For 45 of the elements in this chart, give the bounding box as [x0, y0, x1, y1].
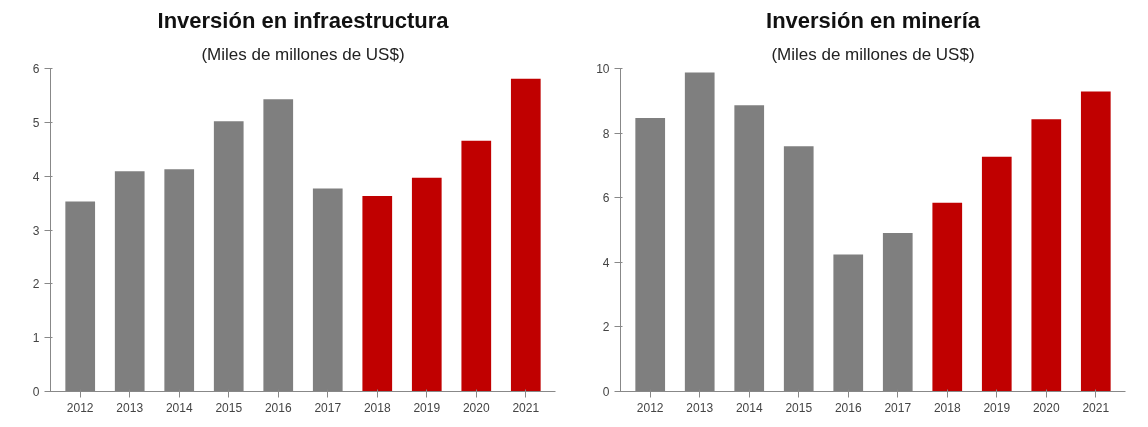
chart-subtitle: (Miles de millones de US$) — [201, 44, 405, 64]
y-tick-label: 8 — [602, 126, 610, 141]
x-tick-label: 2021 — [1082, 400, 1110, 415]
x-tick-label: 2014 — [735, 400, 763, 415]
y-tick-label: 0 — [32, 385, 40, 399]
x-tick-label: 2015 — [215, 400, 243, 415]
y-tick-label: 5 — [32, 115, 40, 130]
y-tick-label: 2 — [602, 320, 610, 335]
x-tick-label: 2015 — [785, 400, 813, 415]
x-tick-label: 2020 — [1032, 400, 1060, 415]
bar — [461, 140, 492, 392]
x-tick-label: 2019 — [413, 400, 441, 415]
bar — [981, 156, 1012, 392]
x-tick-label: 2013 — [686, 400, 714, 415]
x-tick-label: 2016 — [264, 400, 292, 415]
y-tick-label: 4 — [602, 255, 610, 270]
x-tick-label: 2012 — [66, 400, 94, 415]
y-tick-label: 10 — [596, 62, 610, 76]
x-tick-label: 2014 — [165, 400, 193, 415]
chart-subtitle: (Miles de millones de US$) — [771, 44, 975, 64]
x-tick-label: 2018 — [363, 400, 391, 415]
x-tick-label: 2020 — [462, 400, 490, 415]
x-tick-label: 2021 — [512, 400, 540, 415]
bar — [1031, 119, 1062, 392]
y-tick-label: 2 — [32, 277, 40, 292]
y-tick-label: 6 — [602, 191, 610, 206]
chart-title: Inversión en infraestructura — [157, 7, 450, 33]
bar — [362, 196, 393, 392]
x-tick-label: 2017 — [314, 400, 342, 415]
bar — [510, 78, 541, 392]
bar — [1080, 91, 1111, 392]
x-tick-label: 2016 — [834, 400, 862, 415]
bar — [932, 202, 963, 392]
y-tick-label: 1 — [32, 331, 40, 346]
x-tick-label: 2018 — [933, 400, 961, 415]
chart-title: Inversión en minería — [766, 7, 981, 33]
y-tick-label: 0 — [602, 385, 610, 399]
bar — [411, 177, 442, 392]
y-tick-label: 4 — [32, 169, 40, 184]
y-tick-label: 6 — [32, 62, 40, 76]
x-tick-label: 2013 — [116, 400, 144, 415]
x-tick-label: 2012 — [636, 400, 664, 415]
y-tick-label: 3 — [32, 223, 40, 238]
x-tick-label: 2019 — [983, 400, 1011, 415]
x-tick-label: 2017 — [884, 400, 912, 415]
